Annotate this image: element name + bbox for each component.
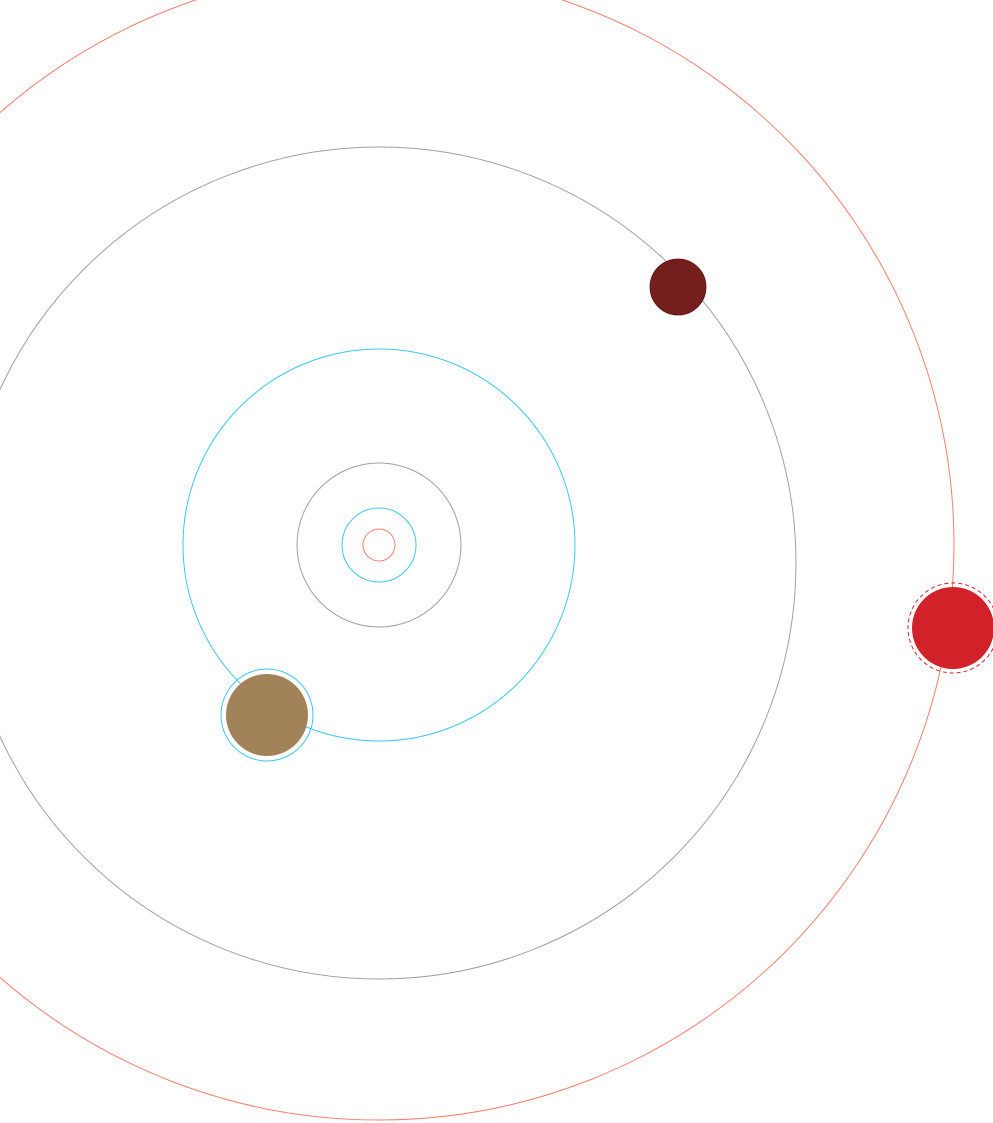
large-gray-orbit (0, 146, 797, 980)
tan-planet-ring (220, 668, 314, 762)
small-gray-orbit (296, 462, 462, 628)
innermost-red-orbit (362, 528, 396, 562)
red-planet (912, 587, 993, 669)
planets-group (220, 258, 993, 762)
tan-planet (226, 674, 308, 756)
red-planet-dashed-ring (907, 582, 993, 674)
inner-cyan-orbit (341, 507, 417, 583)
orbits-group (0, 0, 955, 1121)
outer-red-orbit (0, 0, 955, 1121)
middle-cyan-orbit (182, 348, 576, 742)
dark-red-planet (649, 258, 707, 316)
